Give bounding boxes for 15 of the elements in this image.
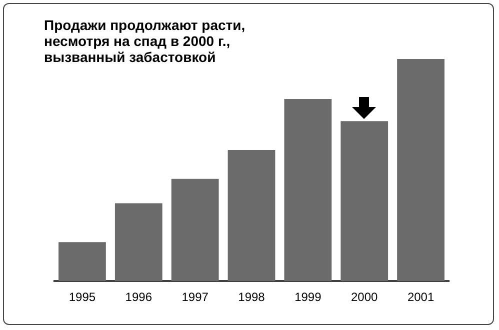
x-tick-label: 2000: [351, 290, 378, 304]
bar: [114, 203, 162, 281]
bar: [340, 121, 388, 281]
x-tick-label: 1997: [182, 290, 209, 304]
x-tick-label: 2001: [407, 290, 434, 304]
bar: [58, 242, 106, 281]
x-tick-label: 1995: [68, 290, 96, 304]
bar: [228, 150, 276, 281]
bar: [171, 178, 219, 281]
chart-title: Продажи продолжают расти, несмотря на спад в 2000 г., вызванный забастовкой: [44, 17, 246, 65]
bar: [284, 98, 332, 281]
x-tick-label: 1996: [125, 290, 152, 304]
x-tick-label: 1998: [238, 290, 266, 304]
x-tick-label: 1999: [294, 290, 322, 304]
bar: [397, 59, 444, 281]
